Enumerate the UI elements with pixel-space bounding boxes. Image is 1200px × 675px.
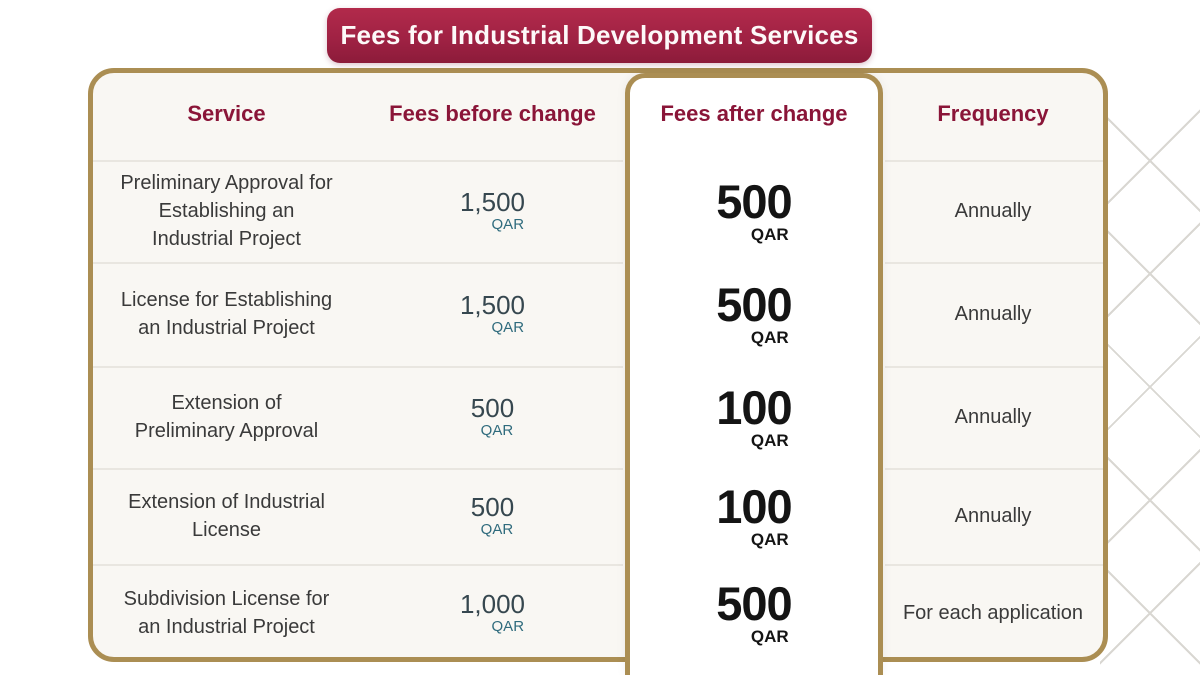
table-row-3-before: 500 QAR: [360, 366, 625, 468]
fee-after-amount: 100: [716, 479, 792, 533]
row-divider: [885, 160, 1103, 162]
currency-label: QAR: [480, 521, 514, 538]
table-row-5-frequency: For each application: [883, 564, 1103, 662]
table-row-1-after: 500 QAR: [625, 160, 883, 262]
row-divider: [885, 262, 1103, 264]
currency-label: QAR: [750, 529, 789, 549]
row-divider: [93, 564, 623, 566]
table-row-4-frequency: Annually: [883, 468, 1103, 564]
frequency-value: Annually: [954, 504, 1032, 527]
fee-before-amount: 1,500: [459, 187, 526, 217]
fee-before-amount: 1,500: [459, 290, 526, 320]
table-row-5-before: 1,000 QAR: [360, 564, 625, 662]
row-divider: [93, 366, 623, 368]
fees-table: Service Fees before change Fees after ch…: [93, 68, 1103, 662]
table-row-3-after: 100 QAR: [625, 366, 883, 468]
currency-label: QAR: [480, 422, 514, 439]
table-row-3-frequency: Annually: [883, 366, 1103, 468]
table-row-4-service: Extension of Industrial License: [93, 468, 360, 564]
frequency-value: Annually: [954, 302, 1032, 325]
frequency-value: For each application: [902, 601, 1084, 624]
service-name: Subdivision License for an Industrial Pr…: [123, 588, 330, 638]
table-row-2-service: License for Establishing an Industrial P…: [93, 262, 360, 366]
diamond-lattice-pattern: [1100, 105, 1200, 675]
title-banner: Fees for Industrial Development Services: [327, 8, 872, 63]
table-row-1-service: Preliminary Approval for Establishing an…: [93, 160, 360, 262]
fee-after-amount: 500: [716, 277, 792, 331]
fee-after-amount: 500: [716, 174, 792, 228]
currency-label: QAR: [750, 327, 789, 347]
fee-before-amount: 1,000: [459, 589, 526, 619]
fees-table-frame: [88, 68, 1108, 662]
frequency-value: Annually: [954, 199, 1032, 222]
table-row-4-before: 500 QAR: [360, 468, 625, 564]
currency-label: QAR: [750, 430, 789, 450]
table-row-5-after: 500 QAR: [625, 564, 883, 662]
table-row-1-frequency: Annually: [883, 160, 1103, 262]
table-row-2-after: 500 QAR: [625, 262, 883, 366]
table-row-2-frequency: Annually: [883, 262, 1103, 366]
frequency-value: Annually: [954, 405, 1032, 428]
currency-label: QAR: [491, 618, 525, 635]
currency-label: QAR: [491, 319, 525, 336]
fee-after-amount: 100: [716, 380, 792, 434]
currency-label: QAR: [491, 216, 525, 233]
row-divider: [885, 366, 1103, 368]
table-row-5-service: Subdivision License for an Industrial Pr…: [93, 564, 360, 662]
service-name: Extension of Industrial License: [128, 491, 325, 541]
currency-label: QAR: [750, 626, 789, 646]
fees-after-change-highlight-card: [625, 73, 883, 675]
row-divider: [93, 262, 623, 264]
table-row-4-after: 100 QAR: [625, 468, 883, 564]
column-header-service: Service: [187, 101, 266, 126]
row-divider: [885, 564, 1103, 566]
column-header-frequency: Frequency: [937, 101, 1049, 126]
service-name: License for Establishing an Industrial P…: [120, 289, 333, 339]
table-row-3-service: Extension of Preliminary Approval: [93, 366, 360, 468]
fee-after-amount: 500: [716, 576, 792, 630]
service-name: Preliminary Approval for Establishing an…: [120, 172, 333, 250]
page-title: Fees for Industrial Development Services: [340, 20, 859, 50]
service-name: Extension of Preliminary Approval: [134, 392, 319, 442]
table-row-2-before: 1,500 QAR: [360, 262, 625, 366]
row-divider: [93, 160, 623, 162]
fee-before-amount: 500: [470, 393, 515, 423]
table-row-1-before: 1,500 QAR: [360, 160, 625, 262]
row-divider: [885, 468, 1103, 470]
row-divider: [93, 468, 623, 470]
currency-label: QAR: [750, 224, 789, 244]
fee-before-amount: 500: [470, 492, 515, 522]
column-header-before: Fees before change: [389, 101, 596, 126]
column-header-after: Fees after change: [660, 101, 848, 126]
